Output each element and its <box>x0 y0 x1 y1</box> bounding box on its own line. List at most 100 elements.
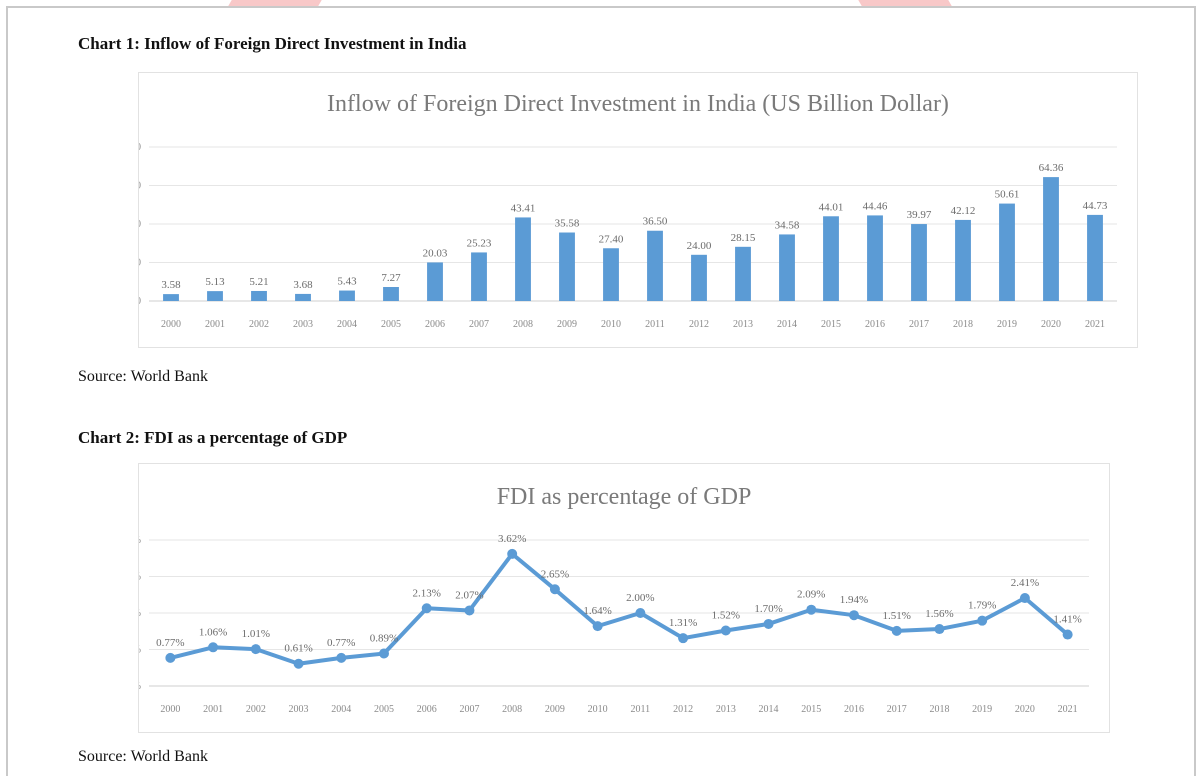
bar-data-label: 5.21 <box>249 276 268 288</box>
x-tick-label: 2014 <box>777 319 797 330</box>
x-tick-label: 2012 <box>673 704 693 715</box>
x-tick-label: 2003 <box>289 704 309 715</box>
y-tick-label: 40.00 <box>139 219 141 230</box>
bar-data-label: 44.01 <box>819 201 844 213</box>
x-tick-label: 2016 <box>865 319 885 330</box>
point-data-label: 0.61% <box>284 643 312 655</box>
data-point <box>849 610 859 621</box>
point-data-label: 2.09% <box>797 589 825 601</box>
x-tick-label: 2015 <box>821 319 841 330</box>
bar <box>735 246 751 301</box>
x-tick-label: 2005 <box>381 319 401 330</box>
bar-data-label: 5.43 <box>337 276 357 288</box>
data-point <box>678 633 689 644</box>
point-data-label: 1.52% <box>712 610 740 622</box>
point-data-label: 1.94% <box>840 594 868 606</box>
data-point <box>507 548 518 559</box>
data-point <box>165 652 176 663</box>
bar <box>339 290 355 301</box>
x-tick-label: 2015 <box>801 704 821 715</box>
x-tick-label: 2010 <box>588 704 608 715</box>
x-tick-label: 2020 <box>1015 704 1035 715</box>
x-tick-label: 2003 <box>293 319 313 330</box>
data-point <box>1062 629 1073 640</box>
point-data-label: 2.07% <box>455 589 483 601</box>
bar <box>1043 177 1059 301</box>
x-tick-label: 2011 <box>645 319 665 330</box>
data-point <box>934 624 945 635</box>
data-point <box>464 605 475 616</box>
x-tick-label: 2008 <box>513 319 533 330</box>
point-data-label: 1.79% <box>968 600 996 612</box>
point-data-label: 1.31% <box>669 617 697 629</box>
bar <box>823 216 839 301</box>
x-tick-label: 2001 <box>203 704 223 715</box>
y-tick-label: 80.00 <box>139 142 141 153</box>
data-point <box>763 618 774 629</box>
chart1-source: Source: World Bank <box>78 368 208 385</box>
y-tick-label: 4.00% <box>139 535 141 546</box>
y-tick-label: 3.00% <box>139 572 141 583</box>
x-tick-label: 2019 <box>997 319 1017 330</box>
point-data-label: 1.70% <box>754 603 782 615</box>
data-point <box>336 652 347 663</box>
bar-data-label: 36.50 <box>643 216 668 228</box>
data-point <box>592 621 603 632</box>
bar-data-label: 43.41 <box>511 202 536 214</box>
bar-data-label: 44.46 <box>863 200 888 212</box>
decorative-stripe-right <box>858 0 952 6</box>
bar-data-label: 28.15 <box>731 232 756 244</box>
y-tick-label: 0.00% <box>139 681 141 692</box>
bar <box>383 287 399 301</box>
x-tick-label: 2011 <box>631 704 651 715</box>
chart1-title: Inflow of Foreign Direct Investment in I… <box>327 91 949 117</box>
x-tick-label: 2013 <box>716 704 736 715</box>
bar <box>295 293 311 301</box>
x-tick-label: 2006 <box>417 704 437 715</box>
bar <box>1087 214 1103 301</box>
chart2-source: Source: World Bank <box>78 748 208 765</box>
data-point <box>891 625 902 636</box>
x-tick-label: 2008 <box>502 704 522 715</box>
bar <box>911 224 927 301</box>
bar <box>779 234 795 301</box>
x-tick-label: 2000 <box>161 319 181 330</box>
x-tick-label: 2020 <box>1041 319 1061 330</box>
bar-data-label: 24.00 <box>687 240 712 252</box>
y-tick-label: 60.00 <box>139 181 141 192</box>
x-tick-label: 2001 <box>205 319 225 330</box>
data-point <box>1019 593 1030 604</box>
bar-data-label: 5.13 <box>205 276 225 288</box>
data-point <box>720 625 731 636</box>
bar-data-label: 3.58 <box>161 279 181 291</box>
data-point <box>379 648 389 659</box>
x-tick-label: 2016 <box>844 704 864 715</box>
x-tick-label: 2004 <box>331 704 351 715</box>
bar-data-label: 20.03 <box>423 247 448 259</box>
x-tick-label: 2017 <box>887 704 907 715</box>
bar <box>691 254 707 301</box>
chart1-plot: 0.00 20.00 40.00 60.00 80.00 2000 2001 2002 2003… <box>139 142 1117 330</box>
data-point <box>635 608 646 618</box>
decorative-stripe-left <box>228 0 322 6</box>
data-point <box>421 603 432 614</box>
bar-data-label: 42.12 <box>951 205 976 217</box>
point-data-label: 1.41% <box>1053 614 1081 626</box>
point-data-label: 2.65% <box>541 568 569 580</box>
y-tick-label: 2.00% <box>139 608 141 619</box>
bar <box>427 262 443 301</box>
bar-data-label: 35.58 <box>555 218 580 230</box>
bar-data-label: 34.58 <box>775 219 800 231</box>
x-tick-label: 2018 <box>929 704 949 715</box>
point-data-label: 0.77% <box>327 637 355 649</box>
series-line <box>169 551 1069 666</box>
y-tick-label: 1.00% <box>139 645 141 656</box>
data-point <box>293 658 304 669</box>
data-point <box>977 615 988 626</box>
bar <box>515 217 531 301</box>
point-data-label: 2.13% <box>413 587 441 599</box>
bar <box>603 248 619 301</box>
bar <box>647 230 663 301</box>
point-data-label: 1.51% <box>883 610 911 622</box>
chart1-container: Inflow of Foreign Direct Investment in I… <box>138 72 1138 348</box>
